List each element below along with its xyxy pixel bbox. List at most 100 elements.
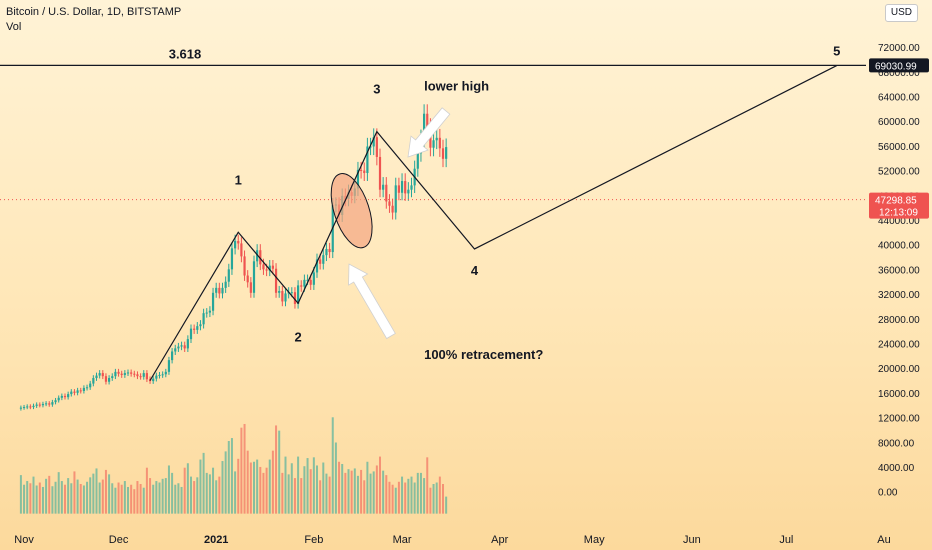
candle-body <box>202 313 205 325</box>
volume-bar <box>120 484 123 514</box>
candle-body <box>394 185 397 213</box>
volume-bar <box>388 481 391 514</box>
candle-body <box>133 373 136 375</box>
candle-body <box>101 373 104 377</box>
retracement-ellipse <box>330 173 373 249</box>
volume-bar <box>51 486 54 514</box>
price-axis: 72000.00 68000.00 64000.00 60000.00 56000.00… <box>878 43 920 499</box>
volume-bar <box>86 481 89 514</box>
candle-body <box>303 279 306 287</box>
volume-bar <box>306 458 309 514</box>
price-axis-tick: 72000.00 <box>878 43 920 54</box>
candle-body <box>117 371 120 374</box>
volume-bar <box>60 481 63 514</box>
volume-bar <box>442 484 444 514</box>
volume-bar <box>325 473 328 514</box>
currency-button[interactable]: USD <box>884 4 918 22</box>
candle-body <box>224 281 227 288</box>
level-price-badge-value: 69030.99 <box>875 61 917 72</box>
volume-bar <box>401 476 404 514</box>
price-axis-tick: 60000.00 <box>878 117 920 128</box>
volume-bar <box>205 472 208 514</box>
annotation-retracement: 100% retracement? <box>348 263 543 362</box>
volume-bar <box>224 451 227 514</box>
candle-body <box>38 404 41 406</box>
candle-body <box>167 360 171 372</box>
volume-label: Vol <box>6 21 22 33</box>
candle-body <box>215 287 218 293</box>
volume-bar <box>92 473 95 514</box>
volume-bar <box>104 469 107 514</box>
candle-body <box>60 395 63 398</box>
candle-body <box>243 256 246 276</box>
candle-body <box>426 113 429 128</box>
level-label-3618: 3.618 <box>169 46 202 61</box>
elliott-wave-path <box>149 65 838 381</box>
volume-bar <box>394 487 397 514</box>
candle-body <box>161 374 164 376</box>
volume-bar <box>391 484 394 514</box>
volume-bar <box>331 417 334 514</box>
volume-bar <box>230 438 233 514</box>
price-axis-tick: 20000.00 <box>878 364 920 375</box>
volume-bar <box>287 474 290 514</box>
volume-bar <box>297 456 300 514</box>
volume-bar <box>240 427 243 514</box>
candle-body <box>435 137 438 141</box>
volume-bar <box>29 483 32 514</box>
candle-body <box>356 169 360 189</box>
volume-bar <box>199 459 202 514</box>
price-axis-tick: 16000.00 <box>878 389 920 400</box>
volume-bar <box>221 461 224 514</box>
candle-body <box>423 113 426 139</box>
candle-body <box>363 170 366 174</box>
volume-bar <box>372 471 375 514</box>
volume-bar <box>410 476 413 514</box>
volume-bar <box>136 481 139 514</box>
candle-body <box>259 250 262 265</box>
volume-bar <box>303 466 306 514</box>
candle-body <box>193 328 196 330</box>
candle-body <box>98 373 101 376</box>
volume-bar <box>435 482 438 514</box>
candle-body <box>95 375 98 379</box>
candle-body <box>432 140 435 148</box>
volume-bar <box>67 478 70 514</box>
last-price-badge-bg <box>869 192 929 219</box>
price-axis-tick: 52000.00 <box>878 167 920 178</box>
volume-bar <box>234 471 237 514</box>
volume-bar <box>145 467 148 514</box>
chart-title: Bitcoin / U.S. Dollar, 1D, BITSTAMP <box>6 6 182 18</box>
volume-bar <box>316 465 318 514</box>
volume-bar <box>130 484 133 514</box>
volume-bar <box>139 484 142 514</box>
candle-body <box>108 378 111 382</box>
volume-bar <box>275 425 278 514</box>
candle-body <box>211 292 215 311</box>
candle-body <box>372 137 375 147</box>
volume-bar <box>101 479 104 514</box>
candle-body <box>366 146 369 174</box>
volume-bar <box>95 468 98 514</box>
candle-body <box>126 372 130 374</box>
volume-bar <box>79 484 82 514</box>
volume-bar <box>193 481 196 514</box>
candle-body <box>19 407 22 409</box>
candle-body <box>120 373 123 375</box>
volume-bar <box>82 485 85 514</box>
volume-bar <box>183 467 186 514</box>
candle-body <box>177 346 180 349</box>
volume-bar <box>35 485 38 514</box>
candle-body <box>174 348 177 352</box>
price-axis-tick: 64000.00 <box>878 92 920 103</box>
candle-body <box>262 264 265 270</box>
price-axis-tick: 56000.00 <box>878 142 920 153</box>
candle-body <box>136 374 139 377</box>
candle-body <box>67 394 70 398</box>
candle-body <box>281 290 284 302</box>
volume-bar <box>123 481 126 514</box>
wave-label-4: 4 <box>471 263 479 278</box>
candle-body <box>312 272 315 285</box>
volume-bar <box>167 465 170 514</box>
